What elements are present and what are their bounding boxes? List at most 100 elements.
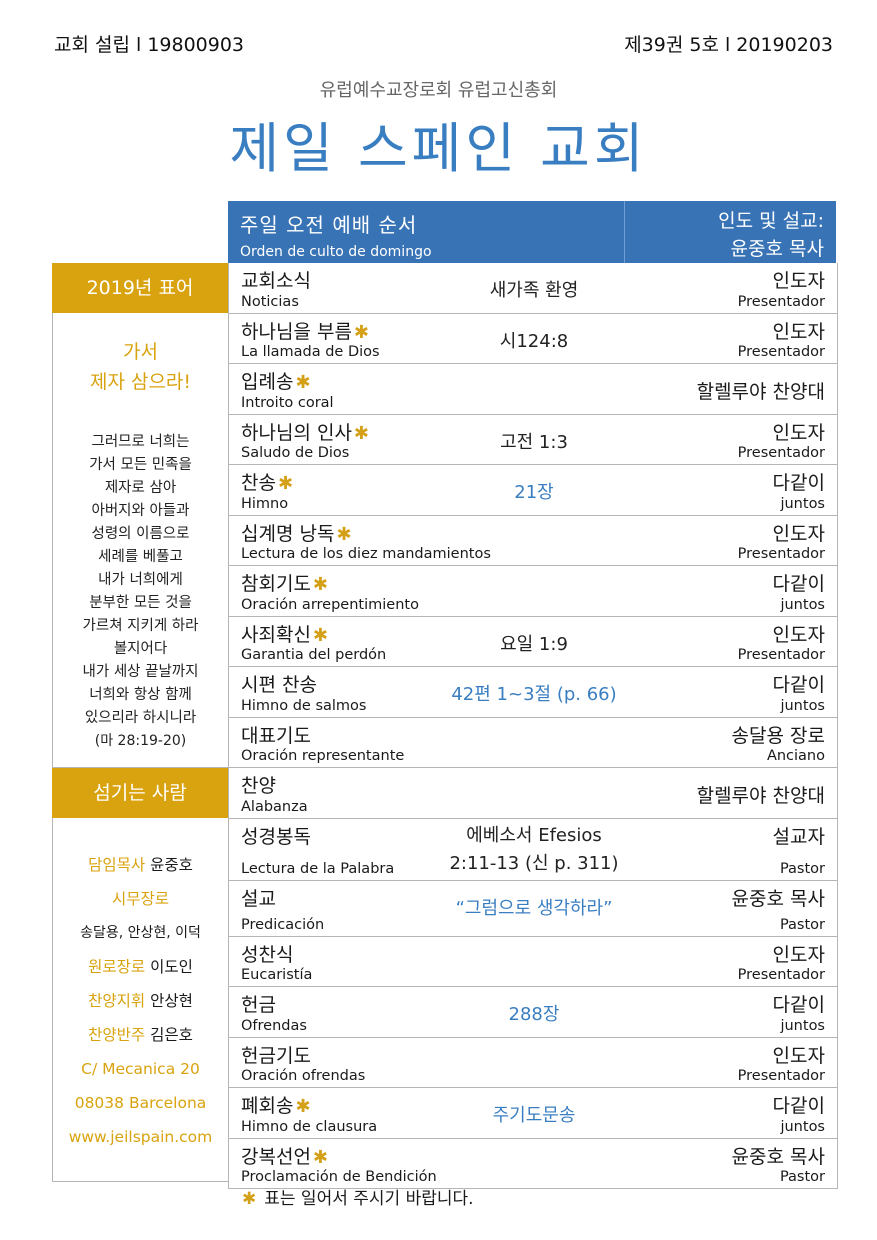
- pastor-name: 윤중호: [150, 856, 193, 874]
- order-row: 하나님의 인사 ✱ Saludo de Dios 고전 1:3 인도자 Presentad…: [229, 415, 837, 465]
- website-link[interactable]: www.jeilspain.com: [68, 1128, 213, 1146]
- order-row: 폐회송 ✱ Himno de clausura 주기도문송 다같이 juntos: [229, 1088, 837, 1139]
- item-spanish: Lectura de los diez mandamientos: [241, 546, 491, 562]
- item-reference: 288장: [508, 1004, 560, 1025]
- star-icon: ✱: [312, 574, 329, 595]
- item-spanish: Proclamación de Bendición: [241, 1169, 437, 1185]
- item-korean: 사죄확신 ✱: [241, 620, 328, 647]
- establishment-date: 교회 설립 l 19800903: [54, 34, 245, 56]
- item-leader-spanish: Pastor: [779, 916, 825, 933]
- verse-line: 아버지와 아들과: [91, 503, 190, 519]
- verse-line: 세례를 베풀고: [98, 549, 183, 565]
- item-reference: 시124:8: [499, 330, 569, 352]
- order-row: 헌금기도 Oración ofrendas 인도자 Presentador: [229, 1038, 837, 1088]
- item-reference: 고전 1:3: [500, 431, 568, 453]
- footnote-text: 표는 일어서 주시기 바랍니다.: [264, 1189, 474, 1209]
- item-korean-text: 대표기도: [241, 724, 311, 747]
- item-spanish: Eucaristía: [241, 967, 313, 983]
- leader-label: 인도 및 설교:: [718, 210, 824, 232]
- item-korean: 헌금기도: [241, 1041, 311, 1068]
- item-leader: 인도자: [772, 320, 825, 343]
- accompanist-line: 찬양반주 김은호: [53, 1018, 228, 1052]
- item-korean-text: 참회기도: [241, 573, 311, 595]
- star-icon: ✱: [295, 372, 311, 393]
- item-leader: 인도자: [772, 1044, 825, 1067]
- order-row: 설교 Predicación “그럼으로 생각하라” 윤중호 목사 Pastor: [229, 881, 837, 937]
- header-divider: [624, 201, 625, 263]
- address-line-1: C/ Mecanica 20: [81, 1060, 200, 1078]
- item-spanish: Oración representante: [241, 748, 405, 764]
- item-leader-spanish: Presentador: [737, 293, 825, 310]
- item-spanish: Himno de clausura: [241, 1118, 378, 1135]
- verse-line: 볼지어다: [113, 641, 168, 657]
- item-korean-text: 성경봉독: [241, 825, 311, 848]
- item-spanish: La llamada de Dios: [241, 344, 380, 360]
- item-leader: 할렐루야 찬양대: [696, 381, 825, 403]
- item-reference: “그럼으로 생각하라”: [455, 897, 613, 919]
- order-of-service: 교회소식 Noticias 새가족 환영 인도자 Presentador 하나님을 부름 ✱…: [228, 263, 838, 1189]
- item-leader-spanish: Pastor: [779, 1169, 825, 1185]
- verse-line: 성령의 이름으로: [91, 526, 190, 542]
- item-reference: 요일 1:9: [500, 633, 568, 655]
- star-icon: ✱: [242, 1189, 257, 1209]
- order-title-korean: 주일 오전 예배 순서: [240, 213, 418, 237]
- item-leader: 인도자: [772, 270, 825, 292]
- item-korean: 폐회송 ✱: [241, 1091, 311, 1118]
- elders-names: 송달용, 안상현, 이덕: [80, 925, 201, 941]
- order-row: 강복선언 ✱ Proclamación de Bendición 윤중호 목사 Past…: [229, 1139, 837, 1189]
- item-spanish: Noticias: [241, 293, 299, 310]
- order-row: 대표기도 Oración representante 송달용 장로 Anciano: [229, 718, 837, 768]
- item-leader: 인도자: [772, 421, 825, 444]
- order-row: 성경봉독 Lectura de la Palabra 에베소서 Efesios 2:1…: [229, 819, 837, 881]
- item-korean: 하나님의 인사 ✱: [241, 418, 369, 445]
- item-leader-spanish: Anciano: [766, 748, 825, 764]
- elders-label: 시무장로: [111, 890, 170, 908]
- item-korean: 성찬식: [241, 940, 293, 967]
- item-korean: 대표기도: [241, 721, 311, 748]
- item-spanish: Predicación: [241, 916, 325, 933]
- verse-line: 내가 너희에게: [98, 572, 183, 588]
- item-spanish: Himno: [241, 495, 289, 512]
- item-korean: 입례송 ✱: [241, 367, 311, 394]
- item-leader-spanish: juntos: [780, 1017, 825, 1034]
- item-korean-text: 설교: [241, 887, 276, 910]
- item-reference-line-1: 에베소서 Efesios: [466, 824, 602, 846]
- item-spanish: Garantia del perdón: [241, 647, 387, 663]
- item-spanish: Introito coral: [241, 394, 334, 411]
- address-line-2: 08038 Barcelona: [74, 1094, 207, 1112]
- item-leader: 다같이: [772, 994, 825, 1016]
- item-korean: 교회소식: [241, 266, 311, 293]
- choir-director-name: 안상현: [150, 992, 193, 1010]
- choir-director-line: 찬양지휘 안상현: [53, 984, 228, 1018]
- accompanist-label: 찬양반주: [88, 1026, 146, 1044]
- item-spanish: Oración ofrendas: [241, 1068, 366, 1084]
- verse-line: 가서 모든 민족을: [89, 457, 192, 473]
- motto-verse: 그러므로 너희는 가서 모든 민족을 제자로 삼아 아버지와 아들과 성령의 이름으로 세…: [53, 431, 228, 753]
- item-leader-spanish: Presentador: [737, 344, 825, 360]
- motto-line-1: 가서: [123, 341, 158, 363]
- item-korean-text: 하나님을 부름: [241, 320, 352, 343]
- star-icon: ✱: [336, 523, 352, 545]
- retired-elder-name: 이도인: [150, 958, 193, 976]
- item-korean: 참회기도 ✱: [241, 569, 328, 596]
- item-korean: 십계명 낭독 ✱: [241, 519, 352, 546]
- standing-footnote: ✱ 표는 일어서 주시기 바랍니다.: [242, 1184, 474, 1209]
- verse-line: 그러므로 너희는: [91, 434, 190, 450]
- order-row: 하나님을 부름 ✱ La llamada de Dios 시124:8 인도자 Prese…: [229, 314, 837, 364]
- item-leader-spanish: Presentador: [737, 1068, 825, 1084]
- star-icon: ✱: [295, 1096, 311, 1117]
- item-korean: 헌금: [241, 990, 276, 1017]
- item-leader-spanish: Presentador: [737, 445, 825, 461]
- star-icon: ✱: [312, 624, 329, 646]
- item-leader: 윤중호 목사: [731, 1145, 825, 1168]
- item-korean-text: 시편 찬송: [241, 674, 317, 696]
- accompanist-name: 김은호: [150, 1026, 193, 1044]
- motto-heading: 2019년 표어: [52, 263, 228, 313]
- item-korean-text: 십계명 낭독: [241, 522, 335, 545]
- verse-line: 가르쳐 지키게 하라: [82, 618, 199, 634]
- item-leader: 인도자: [772, 522, 825, 545]
- item-korean-text: 찬양: [241, 775, 276, 797]
- item-korean: 시편 찬송: [241, 670, 317, 697]
- item-spanish: Ofrendas: [241, 1017, 307, 1034]
- order-row: 찬양 Alabanza 할렐루야 찬양대: [229, 768, 837, 819]
